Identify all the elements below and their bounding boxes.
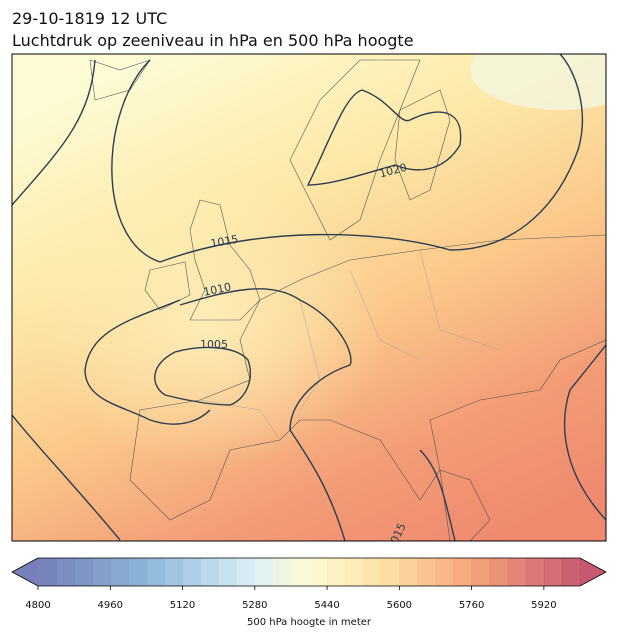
coastline	[439, 469, 491, 541]
colorbar-bin	[218, 558, 238, 586]
colorbar-bin	[561, 558, 581, 586]
colorbar-bin	[327, 558, 346, 586]
colorbar-bin	[489, 558, 509, 586]
colorbar-bin	[417, 558, 436, 586]
colorbar-outline	[11, 557, 607, 587]
coastline	[129, 234, 606, 521]
colorbar-bin	[74, 558, 93, 586]
isobar	[12, 288, 352, 541]
colorbar-bin	[164, 558, 184, 586]
colorbar-tick-label: 5600	[387, 600, 412, 611]
title-description: Luchtdruk op zeeniveau in hPa en 500 hPa…	[12, 31, 414, 50]
isobar	[154, 346, 251, 406]
colorbar-tick-label: 5280	[242, 600, 267, 611]
colorbar-bin	[182, 558, 202, 586]
coastline	[394, 89, 451, 201]
colorbar-tick-label: 5760	[459, 600, 484, 611]
coastline	[189, 199, 261, 321]
colorbar-extend-low	[12, 558, 38, 586]
colorbar-tick-label: 4960	[98, 600, 123, 611]
colorbar-bin	[254, 558, 274, 586]
colorbar-bin	[290, 558, 310, 586]
colorbar-bin	[507, 558, 527, 586]
colorbar-bin	[272, 558, 292, 586]
coastline	[89, 59, 151, 101]
colorbar-bin	[399, 558, 418, 586]
colorbar-bin	[543, 558, 563, 586]
colorbar-bin	[525, 558, 545, 586]
colorbar-bin	[363, 558, 382, 586]
colorbar-bin	[236, 558, 256, 586]
colorbar-bin	[110, 558, 129, 586]
isobar	[306, 89, 462, 186]
colorbar-bin	[453, 558, 473, 586]
height-field-north	[470, 54, 606, 110]
colorbar-label: 500 hPa hoogte in meter	[247, 617, 372, 628]
title-date: 29-10-1819 12 UTC	[12, 9, 167, 28]
colorbar-bin	[128, 558, 147, 586]
colorbar-tick-label: 4800	[25, 600, 50, 611]
colorbar-bin	[92, 558, 111, 586]
colorbar-bin	[200, 558, 220, 586]
colorbar-bin	[345, 558, 364, 586]
map-frame	[11, 53, 607, 542]
isobar	[419, 344, 606, 541]
isobar-label: 1010	[202, 280, 232, 299]
colorbar-bin	[435, 558, 455, 586]
colorbar-bin	[471, 558, 491, 586]
colorbar-bin	[309, 558, 328, 586]
colorbar-tick-label: 5120	[170, 600, 195, 611]
isobar-label: 1015	[209, 233, 239, 251]
colorbar-extend-high	[580, 558, 606, 586]
colorbar-tick-label: 5440	[314, 600, 339, 611]
colorbar-bin	[146, 558, 165, 586]
colorbar-bin	[381, 558, 400, 586]
colorbar: 4800 4960 5120 5280 5440 5600 5760 5920	[11, 557, 607, 611]
height-field-low	[12, 54, 606, 541]
isobar-label: 1005	[200, 338, 228, 351]
isobar	[84, 299, 211, 425]
colorbar-tick-label: 5920	[531, 600, 556, 611]
colorbar-bin	[38, 558, 57, 586]
colorbar-bin	[56, 558, 75, 586]
isobar	[12, 54, 584, 263]
map: 1020 1015 1010 1005 1015	[12, 54, 606, 541]
coastline	[289, 59, 421, 241]
